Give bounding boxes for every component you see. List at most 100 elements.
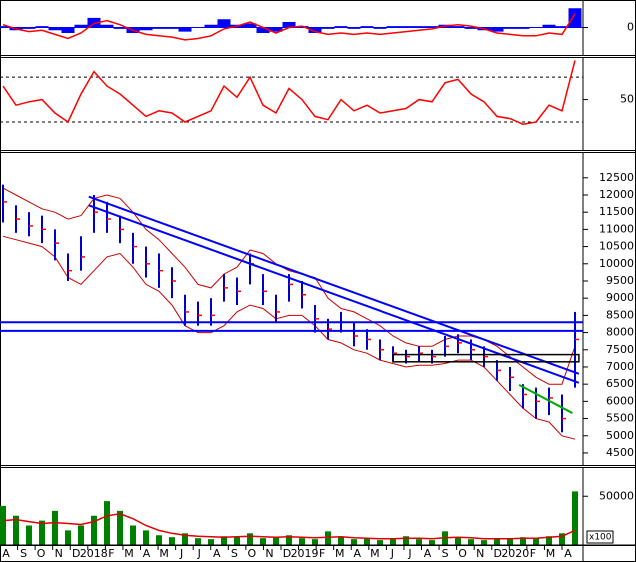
histogram-bar bbox=[321, 27, 335, 29]
volume-bar bbox=[221, 536, 227, 545]
x-tick-label: N bbox=[55, 547, 63, 560]
histogram-bar bbox=[269, 27, 283, 32]
x-tick-label: F bbox=[319, 547, 325, 560]
y-tick-label: 11000 bbox=[599, 222, 634, 235]
histogram-bar bbox=[542, 24, 556, 28]
x-tick-label: 2020 bbox=[501, 547, 529, 560]
band-line bbox=[2, 235, 576, 440]
y-tick-label: 50000 bbox=[599, 489, 634, 502]
volume-bar bbox=[533, 538, 539, 545]
volume-bar bbox=[286, 535, 292, 545]
volume-bar bbox=[572, 491, 578, 545]
volume-bar bbox=[182, 533, 188, 545]
volume-bar bbox=[559, 533, 565, 545]
x-tick-label: N bbox=[476, 547, 484, 560]
volume-bar bbox=[78, 525, 84, 545]
volume-bar bbox=[13, 515, 19, 545]
y-tick-label: 8000 bbox=[606, 326, 634, 339]
volume-bar bbox=[390, 539, 396, 545]
volume-bar bbox=[234, 537, 240, 545]
histogram-bar bbox=[464, 27, 478, 29]
x-tick-label: O bbox=[248, 547, 257, 560]
y-tick-label: 12500 bbox=[599, 171, 634, 184]
x-tick-label: F bbox=[108, 547, 114, 560]
x-tick-label: D bbox=[283, 547, 291, 560]
volume-bar bbox=[260, 538, 266, 545]
x-tick-label: A bbox=[564, 547, 572, 560]
x-tick-label: J bbox=[407, 547, 411, 560]
x-tick-label: A bbox=[424, 547, 432, 560]
volume-bar bbox=[39, 520, 45, 545]
x-tick-label: D bbox=[494, 547, 502, 560]
y-tick-label: 8500 bbox=[606, 308, 634, 321]
histogram-bar bbox=[360, 26, 374, 28]
volume-bar bbox=[520, 537, 526, 545]
series-line bbox=[2, 13, 576, 41]
volume-bar bbox=[52, 510, 58, 545]
x-tick-label: M bbox=[159, 547, 169, 560]
histogram-bar bbox=[48, 27, 62, 31]
x-tick-label: M bbox=[370, 547, 380, 560]
volume-bar bbox=[325, 531, 331, 545]
series-line bbox=[2, 60, 576, 125]
histogram-bar bbox=[178, 27, 192, 32]
histogram-bar bbox=[347, 27, 361, 29]
histogram-bar bbox=[243, 23, 257, 28]
volume-bar bbox=[247, 533, 253, 545]
x-tick-label: J bbox=[390, 547, 394, 560]
histogram-bar bbox=[0, 26, 10, 28]
y-tick-label: 5500 bbox=[606, 412, 634, 425]
x-tick-label: M bbox=[335, 547, 345, 560]
histogram-bar bbox=[490, 27, 504, 32]
x-tick-label: S bbox=[231, 547, 238, 560]
unit-box bbox=[586, 530, 614, 544]
histogram-bar bbox=[555, 26, 569, 28]
trend-line bbox=[518, 383, 573, 414]
y-tick-label: 6500 bbox=[606, 377, 634, 390]
y-tick-label: 7500 bbox=[606, 343, 634, 356]
x-tick-label: D bbox=[72, 547, 80, 560]
volume-bar bbox=[143, 530, 149, 545]
volume-bar bbox=[104, 501, 110, 545]
volume-bar bbox=[156, 535, 162, 545]
x-tick-label: A bbox=[2, 547, 10, 560]
y-tick-label: 11500 bbox=[599, 205, 634, 218]
trend-line bbox=[88, 204, 580, 384]
volume-bar bbox=[416, 539, 422, 545]
volume-bar bbox=[338, 537, 344, 545]
plot bbox=[0, 60, 583, 125]
x-tick-label: O bbox=[458, 547, 467, 560]
range-box bbox=[392, 353, 580, 363]
x-tick-label: O bbox=[37, 547, 46, 560]
volume-bar bbox=[351, 539, 357, 545]
y-tick-label: 5000 bbox=[606, 429, 634, 442]
y-tick-label: 6000 bbox=[606, 394, 634, 407]
y-tick-label: 0 bbox=[627, 21, 634, 34]
volume-bar bbox=[130, 525, 136, 545]
x-tick-label: J bbox=[197, 547, 201, 560]
y-tick-label: 4500 bbox=[606, 446, 634, 459]
volume-bar bbox=[0, 506, 6, 545]
y-tick-label: 10500 bbox=[599, 240, 634, 253]
x-tick-label: A bbox=[353, 547, 361, 560]
volume-bar bbox=[65, 530, 71, 545]
volume-bar bbox=[312, 539, 318, 545]
histogram-bar bbox=[425, 26, 439, 28]
x-tick-label: M bbox=[124, 547, 134, 560]
histogram-bar bbox=[399, 26, 413, 28]
histogram-bar bbox=[61, 27, 75, 33]
y-tick-label: 12000 bbox=[599, 188, 634, 201]
x-tick-label: F bbox=[530, 547, 536, 560]
histogram-bar bbox=[308, 27, 322, 33]
y-tick-label: 50 bbox=[620, 93, 634, 106]
histogram-bar bbox=[74, 24, 88, 28]
histogram-bar bbox=[217, 19, 231, 28]
volume-bar bbox=[26, 525, 32, 545]
histogram-bar bbox=[100, 24, 114, 28]
histogram-bar bbox=[139, 27, 153, 31]
histogram-bar bbox=[516, 27, 530, 29]
y-tick-label: 10000 bbox=[599, 257, 634, 270]
histogram-bar bbox=[451, 26, 465, 28]
histogram-bar bbox=[152, 27, 166, 29]
